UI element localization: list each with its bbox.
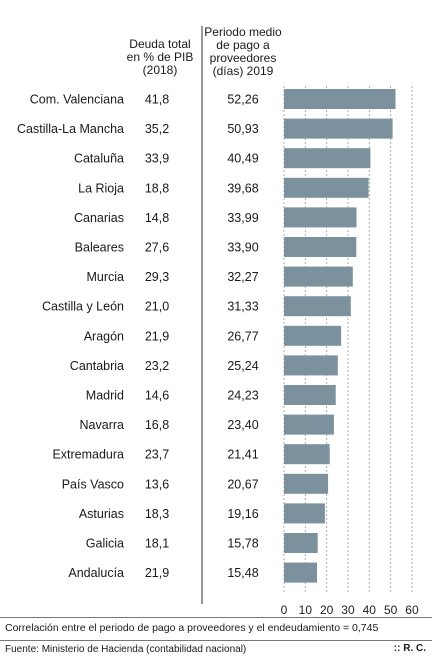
x-tick-label: 50 [384,603,398,617]
debt-value: 14,8 [145,211,169,225]
region-label: La Rioja [78,181,124,195]
payment-header-line: Periodo medio [204,25,282,39]
debt-header-line: (2018) [142,63,178,77]
bar [284,533,318,553]
region-label: Asturias [79,507,124,521]
region-label: Galicia [86,537,124,551]
debt-value: 16,8 [145,418,169,432]
debt-column-header: Deuda total en % de PIB (2018) [118,38,202,77]
region-label: Baleares [75,241,124,255]
payment-header-line: (días) 2019 [212,64,274,78]
region-label: Andalucía [68,566,124,580]
payment-column-header: Periodo medio de pago a proveedores (día… [198,26,288,78]
bar [284,355,338,376]
debt-value: 23,2 [145,359,169,373]
bar [284,385,336,405]
payment-period-value: 50,93 [227,122,258,136]
bar [284,207,357,228]
payment-period-value: 52,26 [227,93,258,107]
bar [284,89,396,109]
payment-period-value: 21,41 [227,448,258,462]
region-label: Madrid [86,389,124,403]
region-label: Cataluña [74,152,124,166]
region-label: País Vasco [62,477,124,491]
debt-value: 33,9 [145,152,169,166]
x-tick-label: 0 [281,603,288,617]
debt-value: 29,3 [145,270,169,284]
debt-value: 18,8 [145,181,169,195]
debt-value: 21,9 [145,329,169,343]
payment-period-value: 26,77 [227,329,258,343]
row-labels: Com. Valenciana 41,8 52,26 Castilla-La Manc… [17,93,259,581]
payment-period-value: 32,27 [227,270,258,284]
region-label: Extremadura [52,448,124,462]
debt-value: 18,1 [145,537,169,551]
payment-header-line: de pago a [216,38,270,52]
correlation-note: Correlación entre el periodo de pago a p… [5,622,379,634]
debt-value: 14,6 [145,389,169,403]
x-axis-ticks: 0 10 20 30 40 50 60 [281,603,419,617]
footer-divider [0,640,432,641]
payment-period-value: 25,24 [227,359,258,373]
debt-value: 21,0 [145,300,169,314]
x-tick-label: 20 [320,603,334,617]
debt-value: 21,9 [145,566,169,580]
payment-period-value: 24,23 [227,389,258,403]
debt-value: 18,3 [145,507,169,521]
payment-header-line: proveedores [209,51,277,65]
bar [284,325,342,346]
debt-value: 27,6 [145,241,169,255]
region-label: Castilla y León [42,300,124,314]
region-label: Castilla-La Mancha [17,122,124,136]
payment-period-value: 40,49 [227,152,258,166]
bar [284,562,317,583]
source-text: Fuente: Ministerio de Hacienda (contabil… [5,644,247,655]
bar [284,148,371,169]
payment-period-value: 15,78 [227,537,258,551]
region-label: Com. Valenciana [30,93,124,107]
debt-value: 35,2 [145,122,169,136]
debt-header-line: en % de PIB [126,50,194,64]
payment-period-value: 31,33 [227,300,258,314]
bar [284,177,369,198]
debt-value: 23,7 [145,448,169,462]
x-tick-label: 10 [299,603,313,617]
region-label: Canarias [74,211,124,225]
payment-period-value: 19,16 [227,507,258,521]
author-credit: :: R. C. [393,643,426,654]
payment-period-value: 33,99 [227,211,258,225]
x-tick-label: 60 [405,603,419,617]
region-label: Cantabria [70,359,124,373]
region-label: Navarra [80,418,125,432]
bar [284,237,357,257]
bar [284,266,353,287]
payment-period-value: 39,68 [227,181,258,195]
x-tick-label: 40 [363,603,377,617]
bar [284,473,329,494]
footer-divider [0,617,432,618]
bar [284,444,330,465]
bar [284,414,334,435]
payment-period-value: 15,48 [227,566,258,580]
debt-header-line: Deuda total [129,37,191,51]
x-tick-label: 30 [341,603,355,617]
region-label: Aragón [84,329,124,343]
bar [284,503,325,524]
region-label: Murcia [86,270,124,284]
bar [284,118,393,139]
bars [284,89,396,583]
debt-value: 41,8 [145,93,169,107]
payment-period-value: 23,40 [227,418,258,432]
payment-period-value: 20,67 [227,477,258,491]
debt-value: 13,6 [145,477,169,491]
bar [284,296,351,317]
payment-period-value: 33,90 [227,241,258,255]
